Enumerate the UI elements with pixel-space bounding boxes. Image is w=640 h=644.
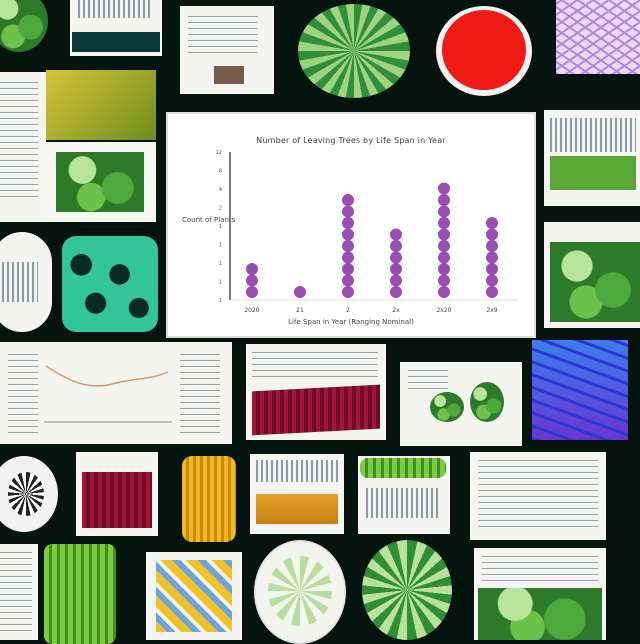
document-thumbnail [0,72,46,222]
data-point [294,286,306,298]
yellow-plant-image [46,70,156,140]
data-point [390,263,402,275]
x-tick-label: 21 [296,307,304,314]
data-point [438,274,450,287]
data-point [390,251,402,264]
red-circle-image [436,6,532,96]
y-tick-label: 1 [219,224,222,230]
data-point [342,228,354,241]
y-tick-label: 8 [219,169,222,175]
specimen-card [400,362,522,446]
leaf-cross-section-image [298,4,410,98]
y-tick-label: 1 [219,280,222,286]
data-point [486,286,498,298]
data-point [342,217,354,229]
document-thumbnail [470,452,606,540]
data-point [438,205,450,218]
x-axis-label: Life Span in Year (Ranging Nominal) [288,318,414,326]
cell-image [0,456,58,532]
teal-pattern-image [62,236,158,332]
specimen-card [146,552,242,640]
x-tick-label: 2x20 [436,307,451,314]
document-thumbnail [250,454,344,534]
data-point [342,263,354,275]
data-point [486,251,498,264]
y-tick-label: 1 [219,298,222,304]
document-thumbnail [0,232,52,332]
data-point [342,194,354,206]
blue-tissue-image [532,340,628,440]
leaf-thumbnail [0,0,48,52]
x-tick-label: 2 [346,307,350,314]
data-point [486,228,498,241]
data-point [438,240,450,252]
y-tick-label: 12 [216,150,222,156]
leaf-cell-image [254,540,346,644]
y-tick-label: 2 [219,206,222,212]
x-tick-label: 2020 [244,307,259,314]
document-thumbnail [246,344,386,440]
data-point [246,274,258,287]
foliage-image [46,142,156,222]
data-point [390,240,402,252]
data-point [486,274,498,287]
x-tick-label: 2x [392,307,400,314]
data-point [486,240,498,252]
document-thumbnail [76,452,158,536]
data-point [342,286,354,298]
purple-tissue-image [556,0,640,74]
data-point [486,217,498,229]
chart-card: Number of Leaving Trees by Life Span in … [166,112,536,338]
data-point [342,274,354,287]
data-point [342,251,354,264]
plant-image [544,222,640,328]
chart-title: Number of Leaving Trees by Life Span in … [256,136,446,145]
data-point [438,228,450,241]
leaf-cross-section-image [362,540,452,640]
data-point [486,263,498,275]
data-point [438,194,450,206]
data-point [246,286,258,298]
yellow-strand-image [182,456,236,542]
x-tick-label: 2x9 [486,307,497,314]
data-point [438,263,450,275]
line-chart-thumbnail [0,342,232,444]
data-point [246,263,258,275]
document-thumbnail [0,544,38,640]
data-point [342,205,354,218]
green-cell-image [44,544,116,644]
y-tick-label: 1 [219,261,222,267]
document-thumbnail [358,456,450,534]
y-tick-label: 4 [219,187,222,193]
data-point [342,240,354,252]
data-point [438,217,450,229]
data-point [438,286,450,298]
y-tick-label: 1 [219,243,222,249]
data-point [390,274,402,287]
document-thumbnail [180,6,274,94]
data-point [438,182,450,195]
data-point [438,251,450,264]
data-point [390,286,402,298]
y-axis-label: Count of Plants [182,216,236,224]
data-point [390,228,402,241]
document-thumbnail [544,110,640,206]
document-thumbnail [70,0,162,56]
document-thumbnail [474,548,606,640]
